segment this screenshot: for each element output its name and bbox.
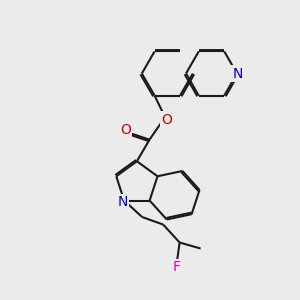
Text: O: O bbox=[120, 123, 131, 137]
Text: O: O bbox=[162, 112, 172, 127]
Text: F: F bbox=[172, 260, 181, 274]
Text: N: N bbox=[232, 67, 243, 80]
Text: N: N bbox=[117, 195, 128, 209]
